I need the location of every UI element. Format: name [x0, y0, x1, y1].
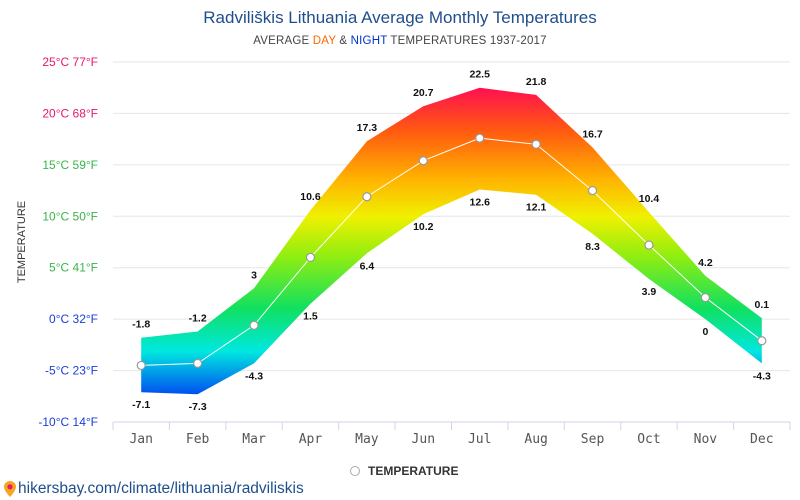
day-value-label: 22.5: [469, 69, 490, 81]
x-tick-label: Jan: [129, 432, 152, 447]
y-tick-label: 25°C 77°F: [42, 55, 98, 69]
mean-point[interactable]: [757, 336, 767, 346]
y-axis: 25°C 77°F 20°C 68°F 15°C 59°F 10°C 50°F 5°C …: [38, 55, 98, 429]
subtitle-night: NIGHT: [350, 35, 388, 47]
night-value-label: 1.5: [303, 311, 318, 323]
source-url: hikersbay.com/climate/lithuania/radvilis…: [18, 480, 304, 497]
night-labels: -7.1 -7.3 -4.3 1.5 6.4 10.2 12.6 12.1 8.3 3.9 0 -4.…: [132, 197, 771, 414]
x-tick-label: Jun: [412, 432, 435, 447]
mean-point[interactable]: [587, 185, 598, 196]
subtitle-day: DAY: [312, 35, 336, 47]
y-tick-label: -5°C 23°F: [45, 364, 98, 378]
day-labels: -1.8 -1.2 3 10.6 17.3 20.7 22.5 21.8 16.7 10.4 4.2…: [132, 69, 769, 331]
subtitle-prefix: AVERAGE: [253, 35, 313, 47]
day-value-label: 3: [251, 269, 257, 281]
day-value-label: 21.8: [526, 76, 547, 88]
map-pin-icon: [4, 481, 16, 497]
mean-temperature-line: [141, 137, 763, 366]
night-value-label: 8.3: [585, 241, 600, 253]
chart-title: Radviliškis Lithuania Average Monthly Te…: [203, 8, 597, 27]
x-tick-label: Feb: [186, 432, 210, 447]
legend-marker-icon: [350, 466, 360, 476]
mean-point[interactable]: [531, 139, 541, 149]
x-tick-label: Oct: [637, 432, 660, 447]
day-value-label: -1.2: [189, 312, 207, 324]
y-tick-label: 15°C 59°F: [42, 158, 98, 172]
day-night-band: [141, 87, 762, 395]
subtitle-suffix: TEMPERATURES 1937-2017: [387, 35, 547, 47]
night-value-label: -7.3: [189, 401, 207, 413]
y-tick-label: 0°C 32°F: [49, 312, 98, 326]
x-tick-label: Apr: [299, 432, 323, 447]
mean-point[interactable]: [193, 358, 203, 368]
mean-point[interactable]: [305, 252, 316, 263]
night-value-label: -4.3: [245, 370, 263, 382]
x-axis: Jan Feb Mar Apr May Jun Jul Aug Sep Oct Nov Dec: [112, 421, 791, 447]
day-value-label: 4.2: [698, 257, 713, 269]
night-value-label: 10.2: [413, 221, 434, 233]
mean-point[interactable]: [136, 360, 146, 371]
mean-point[interactable]: [644, 240, 654, 250]
night-value-label: -7.1: [132, 399, 150, 411]
x-tick-label: Jul: [468, 432, 491, 447]
source-link[interactable]: hikersbay.com/climate/lithuania/radvilis…: [4, 480, 304, 498]
night-value-label: 12.6: [469, 197, 490, 209]
x-tick-label: May: [355, 432, 379, 447]
y-tick-label: 10°C 50°F: [42, 209, 98, 223]
day-value-label: 17.3: [357, 122, 378, 134]
subtitle-amp: &: [335, 35, 351, 47]
night-value-label: 12.1: [526, 202, 547, 214]
day-value-label: 10.4: [639, 193, 660, 205]
day-value-label: 10.6: [300, 191, 321, 203]
y-tick-label: -10°C 14°F: [38, 415, 98, 429]
night-value-label: 0: [702, 326, 708, 338]
day-value-label: 0.1: [754, 299, 769, 311]
legend[interactable]: TEMPERATURE: [350, 464, 458, 478]
mean-point[interactable]: [362, 192, 372, 202]
mean-point[interactable]: [475, 133, 485, 143]
legend-label: TEMPERATURE: [368, 464, 459, 478]
x-tick-label: Dec: [750, 432, 773, 447]
y-tick-label: 5°C 41°F: [49, 261, 98, 275]
mean-point[interactable]: [249, 320, 259, 330]
x-tick-label: Nov: [694, 432, 718, 447]
day-value-label: -1.8: [132, 319, 150, 331]
y-axis-label: TEMPERATURE: [16, 201, 28, 283]
mean-point[interactable]: [418, 156, 428, 166]
mean-point[interactable]: [700, 292, 710, 303]
chart-subtitle: AVERAGE DAY & NIGHT TEMPERATURES 1937-20…: [0, 35, 800, 47]
day-value-label: 20.7: [413, 87, 434, 99]
mean-markers: [136, 133, 767, 371]
night-value-label: -4.3: [753, 370, 771, 382]
y-tick-label: 20°C 68°F: [42, 106, 98, 120]
x-tick-label: Aug: [524, 432, 547, 447]
x-tick-label: Mar: [242, 432, 266, 447]
night-value-label: 3.9: [642, 286, 657, 298]
night-value-label: 6.4: [360, 260, 375, 272]
x-tick-label: Sep: [581, 432, 605, 447]
day-value-label: 16.7: [582, 128, 603, 140]
